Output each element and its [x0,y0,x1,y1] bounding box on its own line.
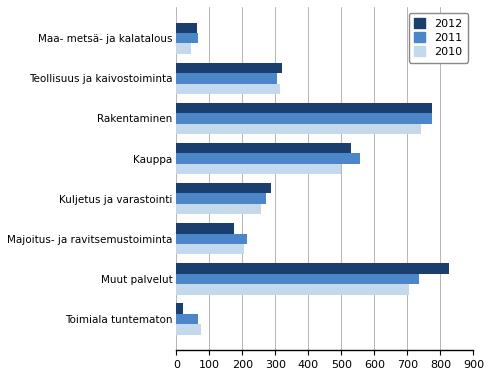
Bar [176,33,198,43]
Bar [176,223,234,234]
Bar [176,263,449,274]
Bar [176,284,409,294]
Bar [176,244,244,254]
Bar [176,204,261,215]
Legend: 2012, 2011, 2010: 2012, 2011, 2010 [409,12,468,63]
Bar [176,234,247,244]
Bar [176,113,432,124]
Bar [176,164,341,174]
Bar [176,193,266,204]
Bar [176,143,352,153]
Bar [176,43,191,54]
Bar [176,103,432,113]
Bar [176,324,201,335]
Bar [176,183,271,193]
Bar [176,23,197,33]
Bar [176,73,277,84]
Bar [176,274,419,284]
Bar [176,124,421,134]
Bar [176,303,183,314]
Bar [176,153,359,164]
Bar [176,84,280,94]
Bar [176,63,282,73]
Bar [176,314,198,324]
